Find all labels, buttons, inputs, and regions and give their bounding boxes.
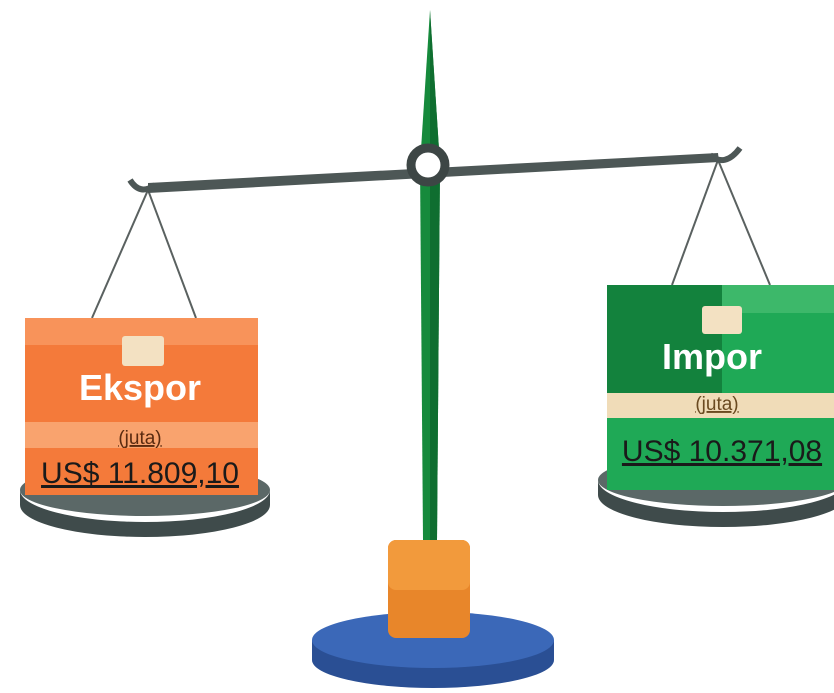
import-unit: (juta) xyxy=(695,394,738,415)
import-value: US$ 10.371,08 xyxy=(622,435,822,468)
import-box: Impor (juta) US$ 10.371,08 xyxy=(607,285,834,490)
export-box: Ekspor (juta) US$ 11.809,10 xyxy=(25,318,258,495)
export-label: Ekspor xyxy=(79,367,201,408)
scale-base xyxy=(312,540,554,688)
export-value: US$ 11.809,10 xyxy=(41,457,239,490)
import-label: Impor xyxy=(662,336,762,377)
page: Ekspor (juta) US$ 11.809,10 Impor (juta)… xyxy=(0,0,834,693)
export-unit: (juta) xyxy=(118,428,161,449)
balance-scale: Ekspor (juta) US$ 11.809,10 Impor (juta)… xyxy=(0,0,834,693)
pivot xyxy=(411,148,445,182)
needle-shade xyxy=(430,10,440,540)
